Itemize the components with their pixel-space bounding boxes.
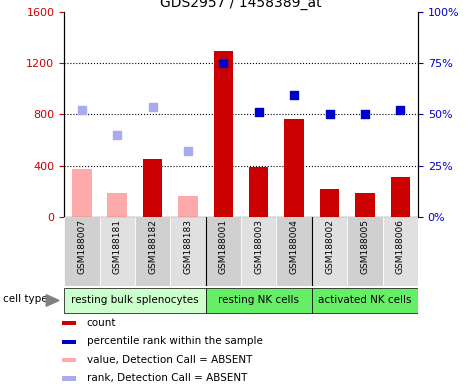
Bar — [355, 192, 375, 217]
Bar — [64, 288, 206, 313]
Bar — [62, 358, 76, 362]
Bar — [320, 189, 339, 217]
Bar — [143, 159, 162, 217]
Point — [326, 111, 333, 118]
Text: GSM188001: GSM188001 — [219, 219, 228, 274]
Point — [149, 103, 156, 109]
Point — [114, 132, 121, 138]
Bar — [206, 288, 312, 313]
Bar — [170, 217, 206, 286]
Point — [290, 92, 298, 98]
Text: resting NK cells: resting NK cells — [218, 295, 299, 305]
Bar — [64, 217, 100, 286]
Bar — [135, 217, 171, 286]
Bar — [178, 197, 198, 217]
Text: rank, Detection Call = ABSENT: rank, Detection Call = ABSENT — [87, 373, 247, 383]
Text: count: count — [87, 318, 116, 328]
Text: cell type: cell type — [3, 294, 48, 304]
Point — [78, 107, 86, 113]
Text: GSM188183: GSM188183 — [183, 219, 192, 274]
Bar — [99, 217, 135, 286]
Bar — [62, 321, 76, 325]
Bar — [347, 217, 383, 286]
Text: GSM188004: GSM188004 — [290, 219, 299, 274]
Bar — [107, 192, 127, 217]
Bar — [72, 169, 92, 217]
Bar — [214, 51, 233, 217]
Title: GDS2957 / 1458389_at: GDS2957 / 1458389_at — [160, 0, 322, 10]
Bar — [62, 376, 76, 381]
Text: GSM188182: GSM188182 — [148, 219, 157, 274]
Text: GSM188006: GSM188006 — [396, 219, 405, 274]
Point — [219, 60, 227, 66]
Bar — [206, 217, 241, 286]
Text: GSM188003: GSM188003 — [254, 219, 263, 274]
Text: activated NK cells: activated NK cells — [318, 295, 412, 305]
Bar — [390, 177, 410, 217]
Text: GSM188005: GSM188005 — [361, 219, 370, 274]
Polygon shape — [46, 295, 59, 306]
Point — [397, 107, 404, 113]
Point — [184, 148, 192, 154]
Point — [255, 109, 263, 115]
Bar — [312, 288, 418, 313]
Bar — [276, 217, 312, 286]
Bar — [285, 119, 304, 217]
Bar — [249, 167, 268, 217]
Text: GSM188002: GSM188002 — [325, 219, 334, 274]
Text: percentile rank within the sample: percentile rank within the sample — [87, 336, 263, 346]
Text: GSM188007: GSM188007 — [77, 219, 86, 274]
Bar — [62, 339, 76, 344]
Bar — [241, 217, 276, 286]
Text: value, Detection Call = ABSENT: value, Detection Call = ABSENT — [87, 355, 252, 365]
Bar — [312, 217, 347, 286]
Text: resting bulk splenocytes: resting bulk splenocytes — [71, 295, 199, 305]
Point — [361, 111, 369, 118]
Bar — [383, 217, 418, 286]
Text: GSM188181: GSM188181 — [113, 219, 122, 274]
